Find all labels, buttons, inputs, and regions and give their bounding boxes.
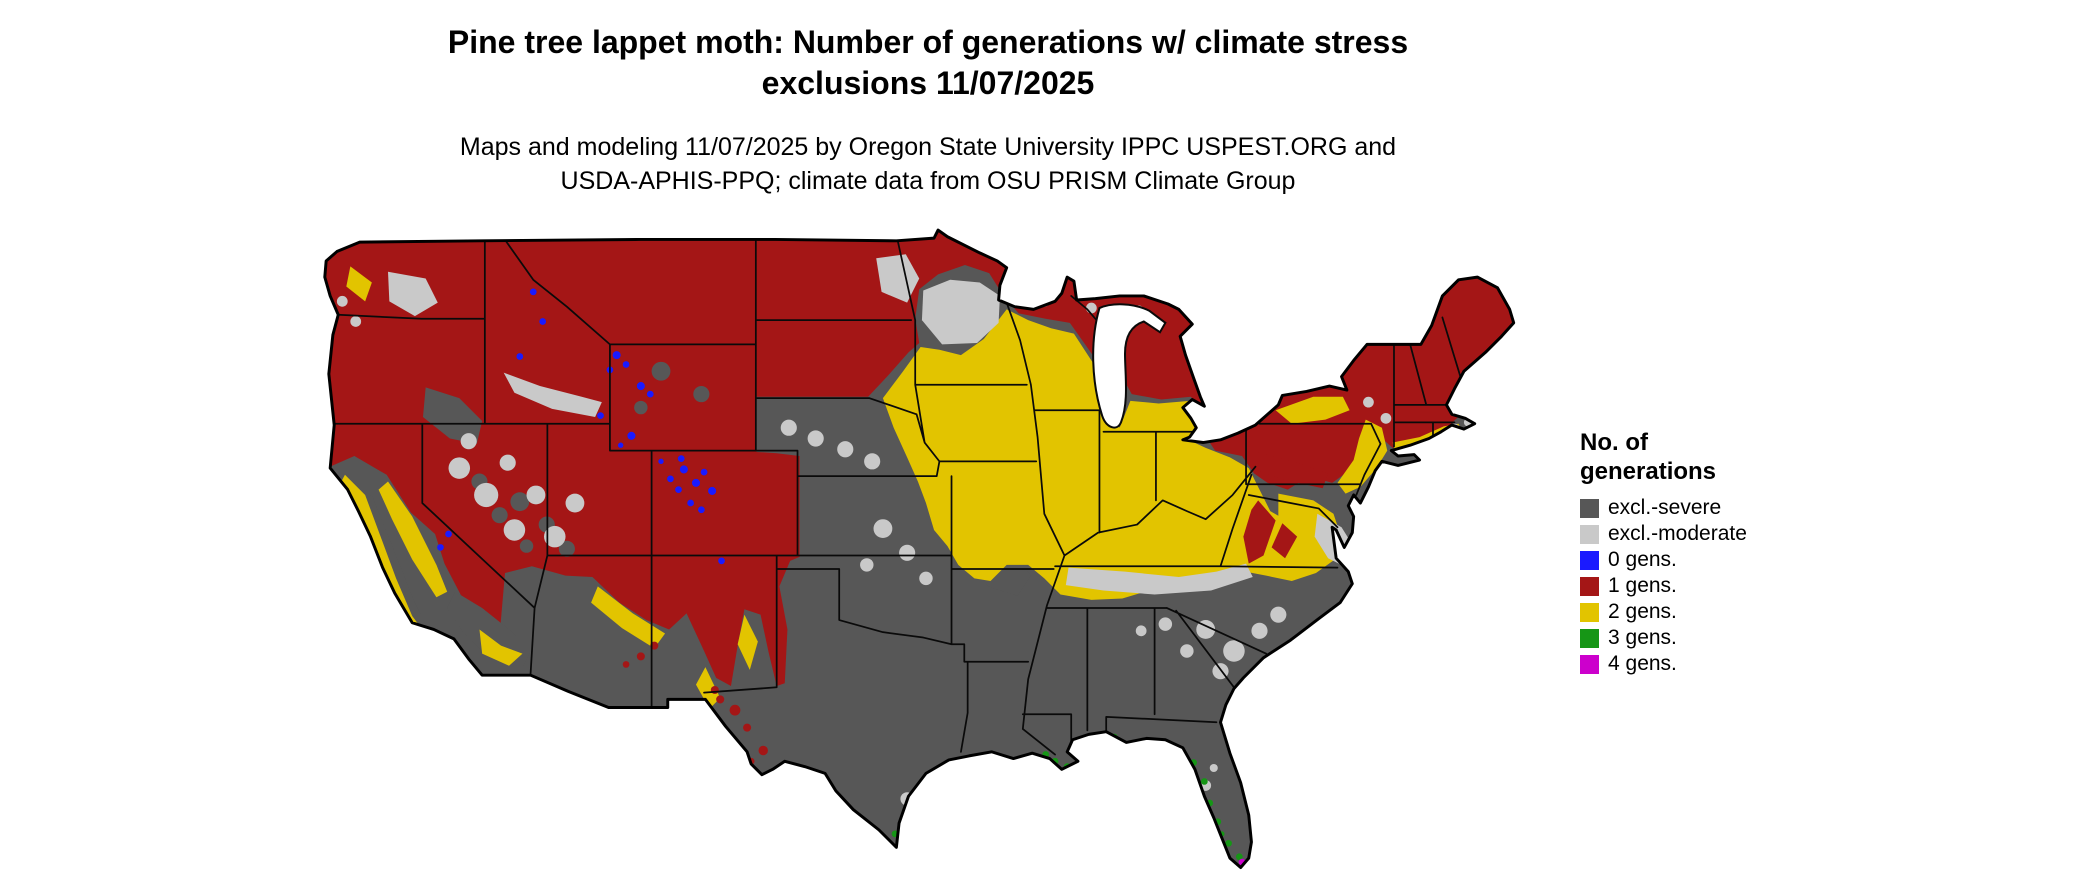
lake-michigan: [1092, 303, 1167, 429]
legend-item-1: excl.-moderate: [1580, 522, 1747, 545]
subtitle-line-2: USDA-APHIS-PPQ; climate data from OSU PR…: [560, 167, 1296, 195]
map-region-2-gens: [882, 309, 1335, 600]
legend-item-2: 0 gens.: [1580, 548, 1747, 571]
legend-swatch: [1580, 576, 1599, 596]
state-borders: [333, 239, 1465, 756]
legend-item-label: 2 gens.: [1608, 600, 1677, 623]
legend-swatch: [1580, 628, 1599, 648]
map-raster-layers: [324, 230, 1514, 868]
legend-item-6: 4 gens.: [1580, 652, 1747, 675]
legend-item-label: 1 gens.: [1608, 574, 1677, 597]
us-map-svg: [323, 228, 1516, 869]
legend-swatch: [1580, 550, 1599, 570]
subtitle: Maps and modeling 11/07/2025 by Oregon S…: [0, 130, 1856, 198]
legend-item-0: excl.-severe: [1580, 496, 1747, 519]
map-region-0-gens: [437, 288, 725, 565]
legend-item-3: 1 gens.: [1580, 574, 1747, 597]
map-region-2-gens-patches: [336, 266, 1463, 709]
legend-title-line-2: generations: [1580, 458, 1717, 485]
page-title-line-2: exclusions 11/07/2025: [761, 65, 1095, 101]
subtitle-line-1: Maps and modeling 11/07/2025 by Oregon S…: [459, 133, 1397, 161]
legend-swatch: [1580, 498, 1599, 518]
legend-item-4: 2 gens.: [1580, 600, 1747, 623]
page-title-line-1: Pine tree lappet moth: Number of generat…: [447, 24, 1409, 60]
legend-swatch: [1580, 524, 1599, 544]
legend-title: No. of generations: [1580, 428, 1747, 486]
legend-item-label: excl.-severe: [1608, 496, 1722, 519]
legend-items: excl.-severe excl.-moderate 0 gens. 1 gens.…: [1580, 496, 1747, 675]
header: Pine tree lappet moth: Number of generat…: [0, 22, 1856, 198]
legend-swatch: [1580, 602, 1599, 622]
map-region-1-gens-speckles: [622, 451, 1329, 765]
map-region-excl-severe-patches: [363, 289, 1031, 668]
us-map: [318, 226, 1542, 885]
legend-item-label: excl.-moderate: [1608, 522, 1747, 545]
us-outline: [323, 228, 1516, 869]
legend: No. of generations excl.-severe excl.-mod…: [1580, 428, 1747, 680]
legend-item-label: 0 gens.: [1608, 548, 1677, 571]
legend-title-line-1: No. of: [1580, 429, 1648, 456]
legend-item-5: 3 gens.: [1580, 626, 1747, 649]
legend-item-label: 4 gens.: [1608, 652, 1677, 675]
legend-swatch: [1580, 654, 1599, 674]
legend-item-label: 3 gens.: [1608, 626, 1677, 649]
